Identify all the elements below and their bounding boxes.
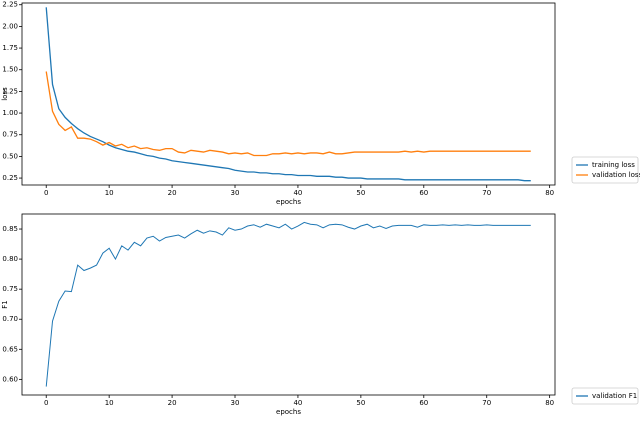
y-tick-label: 0.75: [2, 285, 18, 293]
x-tick-label: 60: [419, 189, 428, 197]
data-line: [45, 71, 531, 157]
x-tick-label: 60: [419, 399, 428, 407]
x-tick-label: 10: [105, 399, 114, 407]
y-tick-label: 0.75: [2, 131, 18, 139]
y-axis-label: F1: [1, 300, 9, 308]
x-axis-label: epochs: [276, 198, 301, 206]
legend-box: [571, 156, 639, 184]
data-line: [45, 7, 531, 182]
x-tick-label: 10: [105, 189, 114, 197]
legend-label: training loss: [592, 161, 635, 169]
legend-label: validation F1: [592, 392, 637, 400]
x-tick-label: 30: [231, 189, 240, 197]
y-tick-label: 0.85: [2, 225, 18, 233]
x-tick-label: 40: [293, 399, 302, 407]
x-tick-label: 50: [356, 189, 365, 197]
y-tick-label: 0.25: [2, 174, 18, 182]
y-tick-label: 2.25: [2, 1, 18, 9]
x-axis-label: epochs: [276, 408, 301, 416]
y-tick-label: 0.70: [2, 315, 18, 323]
x-tick-label: 20: [168, 399, 177, 407]
y-tick-label: 1.00: [2, 109, 18, 117]
legend-box: [571, 387, 639, 405]
x-tick-label: 70: [482, 189, 491, 197]
x-tick-label: 80: [545, 399, 554, 407]
y-tick-label: 0.80: [2, 255, 18, 263]
x-tick-label: 0: [44, 189, 48, 197]
x-tick-label: 0: [44, 399, 48, 407]
x-tick-label: 80: [545, 189, 554, 197]
plot-frame: [21, 213, 556, 396]
x-tick-label: 50: [356, 399, 365, 407]
y-tick-label: 2.00: [2, 22, 18, 30]
y-tick-label: 0.50: [2, 152, 18, 160]
y-axis-label: loss: [1, 87, 9, 101]
y-tick-label: 1.50: [2, 66, 18, 74]
y-tick-label: 1.25: [2, 87, 18, 95]
x-tick-label: 30: [231, 399, 240, 407]
y-tick-label: 0.60: [2, 375, 18, 383]
x-tick-label: 40: [293, 189, 302, 197]
x-tick-label: 20: [168, 189, 177, 197]
x-tick-label: 70: [482, 399, 491, 407]
y-tick-label: 0.65: [2, 345, 18, 353]
legend-label: validation loss: [592, 171, 640, 179]
y-tick-label: 1.75: [2, 44, 18, 52]
plot-frame: [21, 2, 556, 186]
data-line: [45, 221, 531, 387]
